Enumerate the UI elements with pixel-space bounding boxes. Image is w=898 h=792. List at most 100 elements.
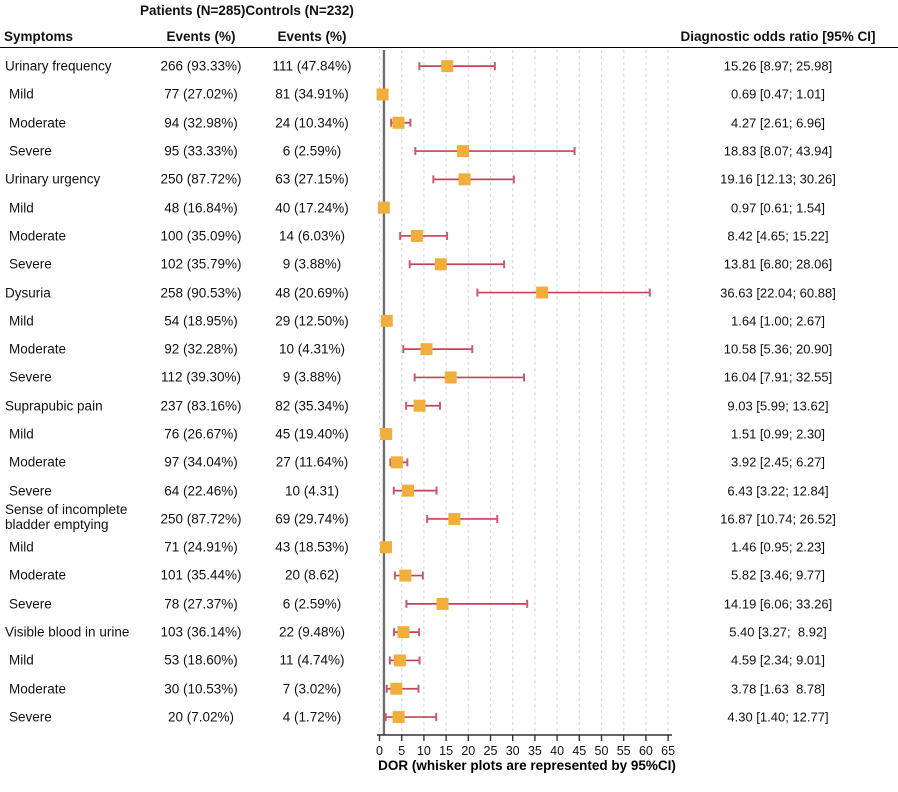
table-body: Urinary frequency 266 (93.33%) 111 (47.8… [0, 52, 898, 731]
symptom-label: Severe [9, 256, 52, 272]
dor-value: 0.69 [0.47; 1.01] [731, 86, 825, 102]
dor-value: 4.27 [2.61; 6.96] [731, 115, 825, 131]
axis-tick-label: 55 [617, 744, 631, 758]
table-row: Mild 77 (27.02%) 81 (34.91%) 0.69 [0.47;… [0, 80, 898, 108]
symptom-label: Suprapubic pain [5, 398, 103, 414]
dor-value: 8.42 [4.65; 15.22] [727, 228, 829, 244]
controls-events-value: 27 (11.64%) [275, 454, 349, 470]
patients-events-value: 95 (33.33%) [164, 143, 238, 159]
dor-value: 19.16 [12.13; 30.26] [720, 171, 836, 187]
table-row: Moderate 94 (32.98%) 24 (10.34%) 4.27 [2… [0, 109, 898, 137]
controls-events-value: 24 (10.34%) [275, 115, 349, 131]
table-row: Severe 64 (22.46%) 10 (4.31) 6.43 [3.22;… [0, 476, 898, 504]
patients-events-value: 102 (35.79%) [160, 256, 242, 272]
symptom-label: Sense of incomplete bladder emptying [5, 501, 128, 532]
axis-tick-label: 45 [572, 744, 586, 758]
symptom-label: Urinary frequency [5, 58, 112, 74]
table-row: Severe 78 (27.37%) 6 (2.59%) 14.19 [6.06… [0, 590, 898, 618]
controls-events-value: 20 (8.62) [284, 567, 340, 583]
table-row: Moderate 92 (32.28%) 10 (4.31%) 10.58 [5… [0, 335, 898, 363]
patients-events-value: 250 (87.72%) [160, 511, 242, 527]
symptom-label: Moderate [9, 454, 67, 470]
controls-events-value: 81 (34.91%) [275, 86, 349, 102]
symptom-label: Moderate [9, 341, 67, 357]
table-row: Urinary urgency 250 (87.72%) 63 (27.15%)… [0, 165, 898, 193]
patients-events-value: 101 (35.44%) [160, 567, 242, 583]
table-row: Moderate 97 (34.04%) 27 (11.64%) 3.92 [2… [0, 448, 898, 476]
controls-events-value: 63 (27.15%) [275, 171, 349, 187]
controls-events-column-header: Events (%) [277, 29, 347, 44]
dor-value: 10.58 [5.36; 20.90] [723, 341, 833, 357]
symptom-label: Urinary urgency [5, 171, 101, 187]
symptom-label: Dysuria [5, 285, 51, 301]
group-headers: Patients (N=285) Controls (N=232) [140, 3, 354, 18]
controls-events-value: 29 (12.50%) [275, 313, 349, 329]
table-row: Moderate 100 (35.09%) 14 (6.03%) 8.42 [4… [0, 222, 898, 250]
symptom-label: Severe [9, 483, 52, 499]
patients-events-value: 30 (10.53%) [164, 681, 238, 697]
table-row: Mild 54 (18.95%) 29 (12.50%) 1.64 [1.00;… [0, 307, 898, 335]
dor-value: 13.81 [6.80; 28.06] [723, 256, 833, 272]
table-row: Moderate 30 (10.53%) 7 (3.02%) 3.78 [1.6… [0, 675, 898, 703]
controls-events-value: 6 (2.59%) [282, 596, 342, 612]
patients-events-value: 94 (32.98%) [164, 115, 238, 131]
table-row: Visible blood in urine 103 (36.14%) 22 (… [0, 618, 898, 646]
controls-group-header: Controls (N=232) [245, 3, 354, 18]
patients-events-value: 76 (26.67%) [164, 426, 238, 442]
patients-events-value: 266 (93.33%) [160, 58, 242, 74]
axis-tick-label: 10 [417, 744, 431, 758]
dor-value: 1.46 [0.95; 2.23] [731, 539, 825, 555]
axis-tick-label: 5 [398, 744, 405, 758]
patients-events-value: 64 (22.46%) [164, 483, 238, 499]
table-row: Mild 71 (24.91%) 43 (18.53%) 1.46 [0.95;… [0, 533, 898, 561]
patients-events-value: 100 (35.09%) [160, 228, 242, 244]
controls-events-value: 22 (9.48%) [278, 624, 346, 640]
patients-events-value: 92 (32.28%) [164, 341, 238, 357]
controls-events-value: 45 (19.40%) [275, 426, 349, 442]
symptom-label: Mild [9, 313, 34, 329]
dor-value: 18.83 [8.07; 43.94] [723, 143, 833, 159]
axis-tick-label: 50 [595, 744, 609, 758]
symptoms-column-header: Symptoms [4, 29, 74, 44]
axis-tick-label: 40 [550, 744, 564, 758]
patients-group-header: Patients (N=285) [140, 3, 246, 18]
patients-events-value: 97 (34.04%) [164, 454, 238, 470]
symptom-label: Mild [9, 426, 34, 442]
dor-value: 3.78 [1.63 8.78] [731, 681, 825, 697]
dor-value: 5.82 [3.46; 9.77] [731, 567, 825, 583]
controls-events-value: 40 (17.24%) [275, 200, 349, 216]
patients-events-value: 78 (27.37%) [164, 596, 238, 612]
patients-events-column-header: Events (%) [166, 29, 236, 44]
dor-value: 3.92 [2.45; 6.27] [731, 454, 825, 470]
axis-tick-label: 60 [639, 744, 653, 758]
table-row: Severe 102 (35.79%) 9 (3.88%) 13.81 [6.8… [0, 250, 898, 278]
axis-tick-label: 65 [661, 744, 675, 758]
x-axis-label: DOR (whisker plots are represented by 95… [378, 758, 676, 773]
controls-events-value: 11 (4.74%) [279, 652, 345, 668]
patients-events-value: 112 (39.30%) [160, 369, 242, 385]
table-row: Sense of incomplete bladder emptying 250… [0, 501, 898, 533]
controls-events-value: 111 (47.84%) [272, 58, 352, 74]
patients-events-value: 48 (16.84%) [164, 200, 238, 216]
table-row: Severe 20 (7.02%) 4 (1.72%) 4.30 [1.40; … [0, 703, 898, 731]
table-row: Suprapubic pain 237 (83.16%) 82 (35.34%)… [0, 392, 898, 420]
controls-events-value: 69 (29.74%) [275, 511, 349, 527]
dor-value: 6.43 [3.22; 12.84] [727, 483, 829, 499]
controls-events-value: 9 (3.88%) [282, 256, 342, 272]
table-row: Severe 95 (33.33%) 6 (2.59%) 18.83 [8.07… [0, 137, 898, 165]
header-divider [0, 47, 898, 48]
controls-events-value: 43 (18.53%) [275, 539, 349, 555]
dor-value: 15.26 [8.97; 25.98] [723, 58, 833, 74]
dor-value: 9.03 [5.99; 13.62] [727, 398, 829, 414]
controls-events-value: 7 (3.02%) [282, 681, 342, 697]
symptom-label: Severe [9, 709, 52, 725]
dor-value: 1.64 [1.00; 2.67] [731, 313, 825, 329]
axis-tick-label: 15 [439, 744, 453, 758]
controls-events-value: 82 (35.34%) [275, 398, 349, 414]
patients-events-value: 20 (7.02%) [167, 709, 235, 725]
dor-value: 1.51 [0.99; 2.30] [731, 426, 825, 442]
controls-events-value: 10 (4.31) [284, 483, 340, 499]
symptom-label: Severe [9, 369, 52, 385]
dor-value: 4.59 [2.34; 9.01] [731, 652, 825, 668]
